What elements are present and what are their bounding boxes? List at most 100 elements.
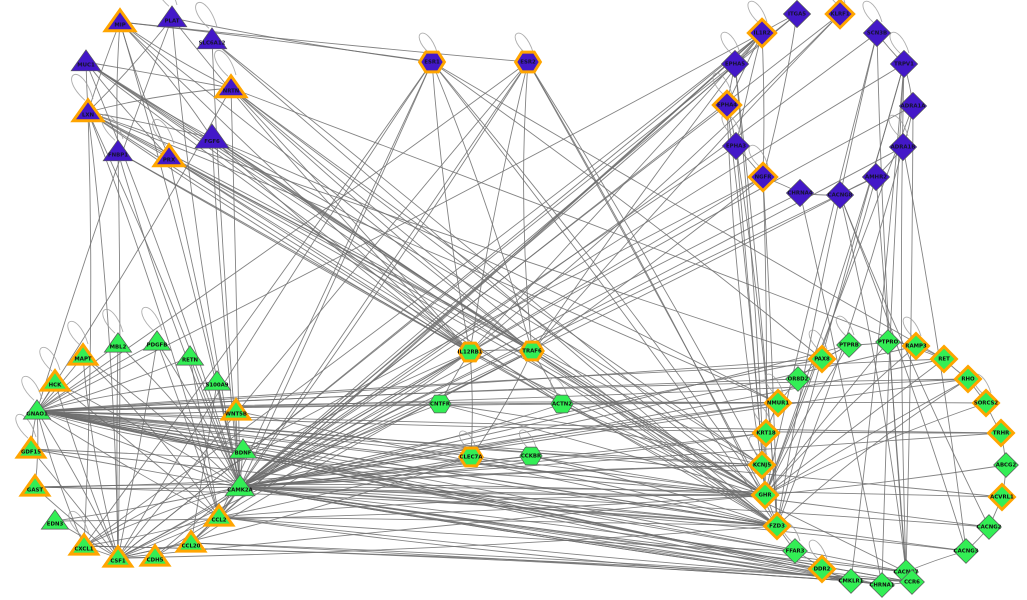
graph-node-il1r2[interactable]: IL1R2	[746, 17, 778, 49]
node-shape-diamond[interactable]	[899, 569, 925, 595]
graph-node-chrna1[interactable]: CHRNA1	[869, 572, 895, 598]
node-shape-triangle[interactable]	[14, 435, 48, 459]
node-shape-diamond[interactable]	[987, 482, 1017, 512]
node-shape-diamond[interactable]	[875, 329, 901, 355]
graph-node-ret[interactable]: RET	[929, 344, 959, 374]
node-shape-diamond[interactable]	[929, 344, 959, 374]
graph-node-itga5[interactable]: ITGA5	[782, 0, 812, 29]
node-shape-diamond[interactable]	[750, 480, 780, 510]
graph-node-muc1[interactable]: MUC1	[70, 49, 102, 72]
node-shape-diamond[interactable]	[898, 91, 928, 121]
graph-node-sorcs2[interactable]: SORCS2	[971, 388, 1001, 418]
node-shape-hexagon[interactable]	[458, 446, 484, 468]
node-shape-diamond[interactable]	[825, 180, 855, 210]
graph-node-traf6[interactable]: TRAF6	[519, 340, 545, 362]
node-shape-diamond[interactable]	[785, 366, 811, 392]
node-shape-triangle[interactable]	[196, 27, 228, 50]
graph-node-mbl2[interactable]: MBL2	[103, 332, 133, 353]
node-shape-diamond[interactable]	[971, 388, 1001, 418]
node-shape-triangle[interactable]	[174, 529, 208, 553]
node-shape-diamond[interactable]	[746, 17, 778, 49]
node-shape-hexagon[interactable]	[428, 394, 452, 414]
node-shape-triangle[interactable]	[103, 332, 133, 353]
node-shape-triangle[interactable]	[175, 345, 205, 366]
graph-node-trhr[interactable]: TRHR	[986, 418, 1016, 448]
node-shape-diamond[interactable]	[721, 131, 751, 161]
node-shape-hexagon[interactable]	[519, 446, 543, 466]
graph-node-retn[interactable]: RETN	[175, 345, 205, 366]
node-shape-hexagon[interactable]	[550, 394, 574, 414]
node-shape-triangle[interactable]	[40, 509, 70, 530]
node-shape-triangle[interactable]	[219, 397, 253, 421]
node-shape-diamond[interactable]	[993, 452, 1019, 478]
node-shape-diamond[interactable]	[901, 331, 931, 361]
node-shape-diamond[interactable]	[836, 332, 862, 358]
node-shape-triangle[interactable]	[151, 142, 187, 168]
node-shape-diamond[interactable]	[782, 0, 812, 29]
node-shape-triangle[interactable]	[138, 543, 172, 567]
node-shape-diamond[interactable]	[824, 0, 856, 30]
graph-node-gdf15[interactable]: GDF15	[14, 435, 48, 459]
node-shape-diamond[interactable]	[807, 554, 837, 584]
node-shape-diamond[interactable]	[782, 538, 808, 564]
graph-node-chrna4[interactable]: CHRNA4	[785, 178, 815, 208]
node-shape-triangle[interactable]	[18, 473, 52, 497]
node-shape-diamond[interactable]	[747, 161, 779, 193]
node-shape-triangle[interactable]	[228, 438, 258, 459]
graph-node-gast[interactable]: GAST	[18, 473, 52, 497]
node-shape-hexagon[interactable]	[417, 50, 447, 74]
graph-node-plat[interactable]: PLAT	[156, 5, 188, 28]
graph-node-rho[interactable]: RHO	[953, 364, 983, 394]
graph-node-cacng2[interactable]: CACNG2	[976, 514, 1002, 540]
node-shape-triangle[interactable]	[66, 342, 100, 366]
node-shape-diamond[interactable]	[986, 418, 1016, 448]
node-shape-triangle[interactable]	[38, 368, 72, 392]
graph-node-acvrl1[interactable]: ACVRL1	[987, 482, 1017, 512]
graph-node-esr1[interactable]: ESR1	[417, 50, 447, 74]
node-shape-triangle[interactable]	[102, 139, 134, 162]
node-shape-diamond[interactable]	[953, 538, 979, 564]
node-shape-triangle[interactable]	[194, 123, 230, 149]
node-shape-diamond[interactable]	[869, 572, 895, 598]
node-shape-triangle[interactable]	[224, 474, 256, 497]
graph-node-lxn[interactable]: LXN	[70, 97, 106, 123]
graph-node-cmklr1[interactable]: CMKLR1	[838, 568, 864, 594]
node-shape-diamond[interactable]	[889, 49, 919, 79]
node-shape-hexagon[interactable]	[519, 340, 545, 362]
graph-node-esr2[interactable]: ESR2	[513, 50, 543, 74]
graph-node-ngfr[interactable]: NGFR	[747, 161, 779, 193]
node-shape-triangle[interactable]	[202, 370, 232, 391]
graph-node-il12rb1[interactable]: IL12RB1	[457, 341, 483, 363]
graph-node-clec7a[interactable]: CLEC7A	[458, 446, 484, 468]
graph-node-ghr[interactable]: GHR	[750, 480, 780, 510]
graph-node-ramp3[interactable]: RAMP3	[901, 331, 931, 361]
node-shape-hexagon[interactable]	[457, 341, 483, 363]
node-shape-hexagon[interactable]	[513, 50, 543, 74]
node-shape-diamond[interactable]	[720, 49, 750, 79]
node-shape-triangle[interactable]	[156, 5, 188, 28]
node-shape-triangle[interactable]	[102, 7, 138, 33]
graph-node-s100a9[interactable]: S100A9	[202, 370, 232, 391]
node-shape-diamond[interactable]	[747, 450, 777, 480]
node-shape-triangle[interactable]	[70, 97, 106, 123]
node-shape-triangle[interactable]	[67, 532, 101, 556]
node-shape-diamond[interactable]	[838, 568, 864, 594]
graph-node-scn3b[interactable]: SCN3B	[862, 18, 892, 48]
graph-node-hck[interactable]: HCK	[38, 368, 72, 392]
graph-node-nmur1[interactable]: NMUR1	[763, 388, 793, 418]
graph-node-ptprb[interactable]: PTPRB	[836, 332, 862, 358]
graph-node-fnbp1[interactable]: FNBP1	[102, 139, 134, 162]
node-shape-triangle[interactable]	[101, 544, 135, 568]
node-shape-diamond[interactable]	[953, 364, 983, 394]
node-shape-diamond[interactable]	[751, 418, 781, 448]
node-shape-triangle[interactable]	[142, 330, 172, 351]
node-shape-triangle[interactable]	[22, 399, 52, 420]
node-shape-triangle[interactable]	[213, 73, 249, 99]
node-shape-diamond[interactable]	[976, 514, 1002, 540]
node-shape-diamond[interactable]	[711, 89, 743, 121]
node-shape-diamond[interactable]	[807, 344, 837, 374]
node-shape-diamond[interactable]	[861, 162, 891, 192]
node-shape-diamond[interactable]	[785, 178, 815, 208]
